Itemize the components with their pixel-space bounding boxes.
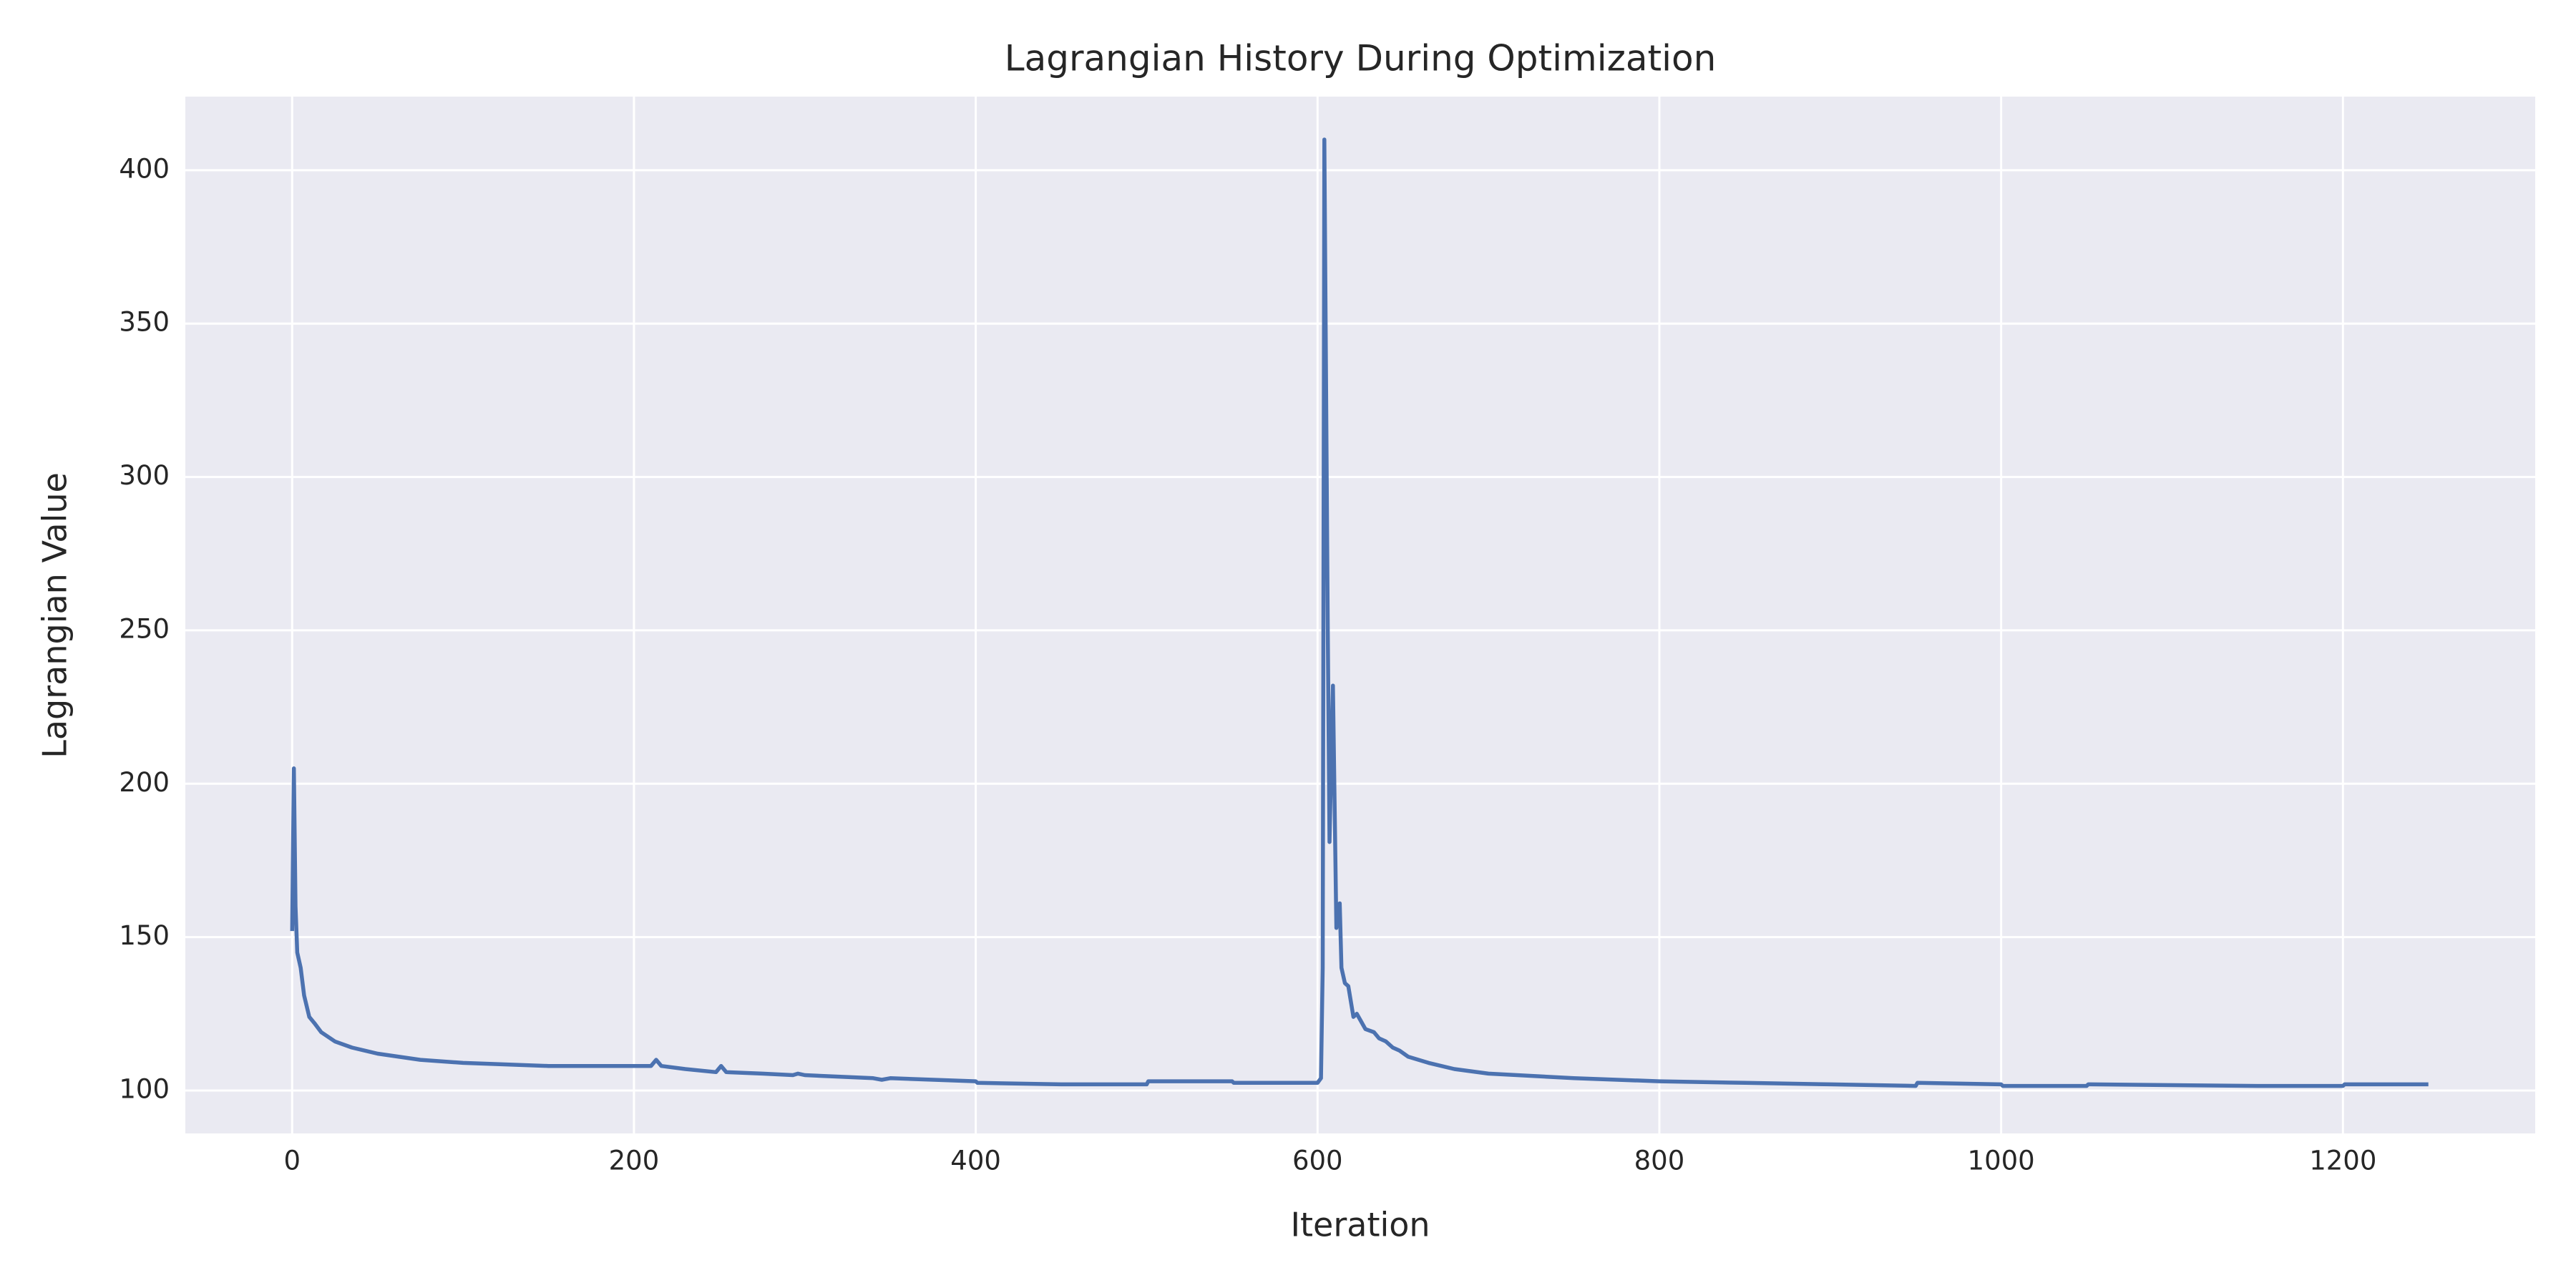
x-axis-label: Iteration [1290, 1206, 1430, 1244]
line [290, 137, 2429, 1088]
x-tick-label: 200 [609, 1146, 660, 1176]
x-tick-label: 800 [1634, 1146, 1685, 1176]
x-tick-label: 1000 [1968, 1146, 2035, 1176]
y-tick-label: 200 [119, 767, 170, 798]
x-tick-label: 0 [283, 1146, 301, 1176]
x-tick-label: 400 [950, 1146, 1001, 1176]
x-tick-label: 600 [1292, 1146, 1343, 1176]
y-axis-label: Lagrangian Value [36, 472, 74, 758]
y-tick-label: 400 [119, 153, 170, 184]
y-tick-label: 350 [119, 307, 170, 338]
y-tick-label: 150 [119, 920, 170, 951]
y-tick-label: 300 [119, 460, 170, 491]
plot-area [185, 97, 2535, 1133]
chart-title: Lagrangian History During Optimization [1005, 38, 1717, 79]
y-tick-label: 250 [119, 613, 170, 644]
x-tick-label: 1200 [2309, 1146, 2376, 1176]
y-tick-label: 100 [119, 1073, 170, 1104]
